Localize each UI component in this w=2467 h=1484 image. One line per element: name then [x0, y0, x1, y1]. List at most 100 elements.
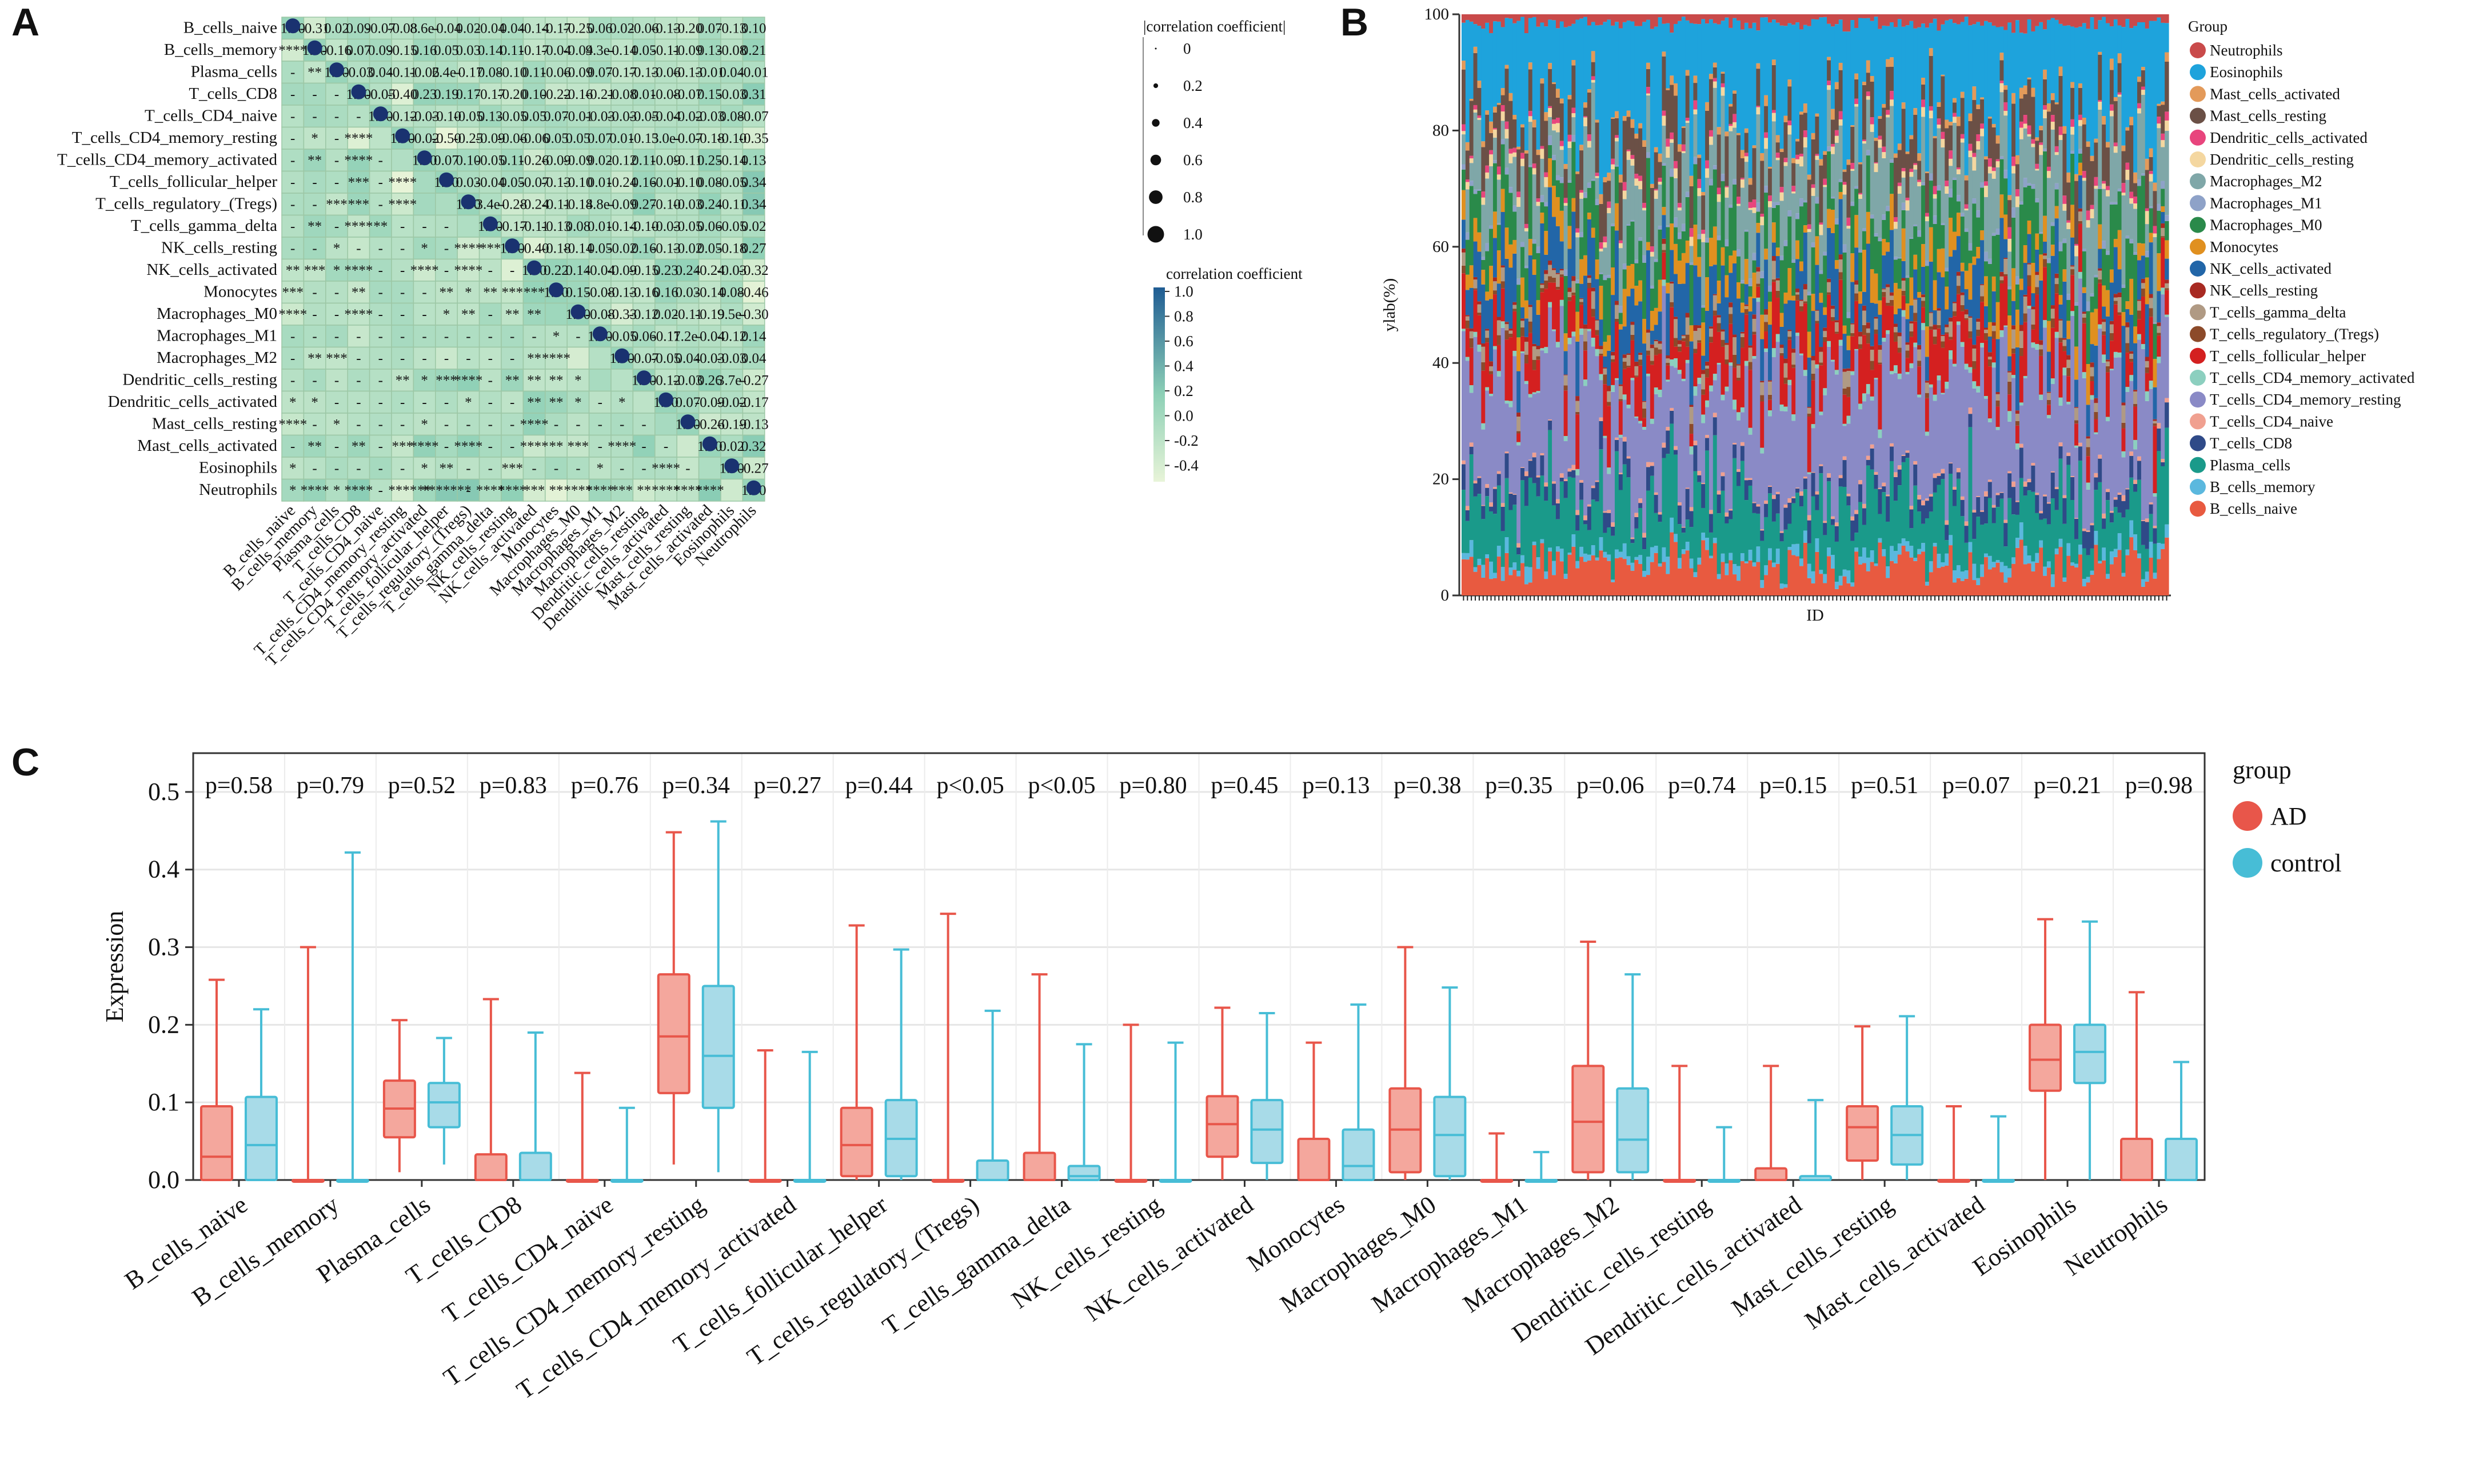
stacked-segment: [1508, 187, 1513, 193]
stacked-segment: [2145, 401, 2150, 519]
stacked-segment: [1752, 358, 1757, 502]
significance-mark: -: [290, 439, 295, 454]
color-legend-tick: -0.4: [1174, 457, 1199, 474]
diagonal-dot: [461, 194, 476, 210]
stacked-segment: [1697, 475, 1702, 482]
stacked-segment: [1599, 353, 1603, 356]
stacked-segment: [1670, 410, 1674, 424]
stacked-segment: [1842, 31, 1847, 170]
stacked-segment: [1787, 121, 1792, 126]
stacked-segment: [1642, 418, 1647, 427]
significance-mark: ****: [278, 307, 307, 322]
stacked-segment: [1500, 531, 1506, 567]
stacked-segment: [2062, 581, 2067, 595]
stacked-segment: [2046, 393, 2051, 400]
stacked-segment: [1485, 172, 1490, 179]
stacked-segment: [1615, 549, 1619, 558]
correlation-value: -0.35: [739, 131, 769, 146]
stacked-segment: [1520, 353, 1525, 467]
stacked-segment: [1862, 310, 1867, 325]
significance-mark: -: [334, 131, 339, 146]
stacked-segment: [1827, 85, 1831, 90]
stacked-segment: [1854, 293, 1859, 301]
heatmap-cell: [369, 325, 392, 348]
stacked-segment: [1909, 238, 1914, 278]
significance-mark: **: [308, 153, 322, 169]
stacked-segment: [1956, 478, 1961, 566]
stacked-segment: [2121, 27, 2126, 146]
significance-mark: -: [444, 417, 449, 433]
stacked-segment: [1941, 347, 1945, 393]
stacked-segment: [1724, 517, 1729, 523]
stacked-segment: [1552, 329, 1556, 331]
stacked-segment: [1520, 327, 1525, 337]
stacked-segment: [2153, 226, 2157, 234]
stacked-segment: [1913, 254, 1918, 270]
stacked-segment: [1968, 121, 1973, 144]
stacked-segment: [1854, 349, 1859, 351]
correlation-value: -0.01: [651, 175, 681, 190]
stacked-segment: [1685, 14, 1690, 21]
stacked-segment: [1823, 331, 1827, 337]
stacked-segment: [1870, 14, 1875, 21]
row-label: Mast_cells_activated: [137, 437, 277, 455]
stacked-segment: [2062, 126, 2067, 134]
significance-mark: -: [378, 461, 383, 477]
stacked-segment: [1976, 134, 1981, 142]
heatmap-cell: [435, 281, 458, 304]
size-legend-tick: 0.8: [1183, 189, 1203, 206]
stacked-segment: [1897, 186, 1902, 194]
stacked-segment: [1803, 375, 1808, 477]
stacked-segment: [1548, 276, 1552, 283]
stacked-segment: [1559, 561, 1564, 595]
heatmap-cell: [720, 281, 744, 304]
stacked-segment: [1477, 315, 1482, 345]
stacked-segment: [1815, 14, 1819, 20]
heatmap-cell: [347, 149, 370, 172]
stacked-segment: [1811, 294, 1816, 311]
stacked-segment: [1599, 380, 1603, 418]
stacked-segment: [1956, 167, 1961, 170]
correlation-value: -0.03: [410, 109, 440, 125]
heatmap-cell: [742, 302, 765, 326]
stacked-segment: [1811, 19, 1816, 133]
stacked-segment: [1720, 400, 1726, 473]
stacked-segment: [1571, 113, 1576, 118]
stacked-segment: [1477, 251, 1482, 302]
stacked-segment: [1622, 22, 1627, 117]
stacked-segment: [2125, 509, 2130, 550]
stacked-segment: [1677, 21, 1682, 145]
correlation-value: 0.27: [632, 197, 657, 213]
stacked-segment: [2046, 103, 2051, 112]
stacked-segment: [2137, 103, 2142, 109]
stacked-segment: [1995, 562, 2001, 595]
stacked-segment: [1799, 353, 1804, 355]
stacked-segment: [2145, 158, 2150, 170]
stacked-segment: [2058, 242, 2063, 251]
stacked-segment: [1803, 25, 1808, 104]
stacked-segment: [1520, 318, 1525, 321]
stacked-segment: [1712, 62, 1718, 67]
stacked-segment: [1995, 493, 2001, 495]
stacked-segment: [1552, 483, 1556, 506]
stacked-segment: [1618, 14, 1623, 29]
stacked-segment: [1972, 345, 1977, 349]
heatmap-cell: [478, 478, 502, 502]
heatmap-cell: [478, 369, 502, 392]
correlation-value: 0.08: [478, 65, 503, 81]
stacked-segment: [1579, 480, 1584, 483]
stacked-segment: [1712, 67, 1718, 78]
correlation-value: -0.08: [607, 87, 637, 102]
diagonal-dot: [614, 348, 630, 363]
stacked-segment: [1626, 365, 1631, 367]
correlation-value: -0.07: [520, 175, 549, 190]
stacked-segment: [1921, 185, 1926, 245]
stacked-segment: [1771, 65, 1777, 110]
stacked-segment: [2058, 446, 2063, 459]
correlation-value: 5.0e-: [652, 131, 681, 146]
stacked-segment: [1555, 499, 1560, 503]
correlation-value: -0.05: [497, 109, 527, 125]
stacked-segment: [2035, 493, 2039, 495]
stacked-segment: [1504, 129, 1510, 139]
heatmap-cell: [588, 237, 612, 260]
